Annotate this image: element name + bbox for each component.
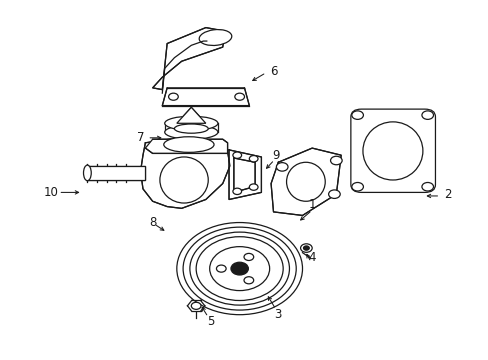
Circle shape (234, 93, 244, 100)
Circle shape (177, 222, 302, 315)
Circle shape (328, 190, 340, 198)
Circle shape (244, 277, 253, 284)
Text: 8: 8 (149, 216, 156, 229)
Circle shape (196, 237, 283, 301)
Circle shape (209, 247, 269, 291)
Text: 10: 10 (43, 186, 59, 199)
Circle shape (230, 262, 248, 275)
Ellipse shape (163, 137, 214, 152)
Circle shape (168, 93, 178, 100)
Polygon shape (162, 88, 249, 105)
Text: 2: 2 (443, 188, 450, 201)
Text: 9: 9 (272, 149, 279, 162)
Polygon shape (140, 139, 229, 208)
Text: 5: 5 (206, 315, 214, 328)
Polygon shape (270, 148, 341, 215)
Circle shape (276, 163, 287, 171)
Ellipse shape (174, 124, 208, 133)
Polygon shape (177, 107, 205, 123)
Polygon shape (233, 158, 255, 192)
Ellipse shape (164, 116, 218, 130)
Ellipse shape (160, 157, 208, 203)
Polygon shape (152, 28, 224, 90)
Circle shape (216, 265, 225, 272)
Circle shape (303, 246, 308, 250)
Circle shape (421, 183, 433, 191)
Circle shape (351, 183, 363, 191)
Ellipse shape (83, 165, 91, 181)
Ellipse shape (286, 162, 325, 201)
Circle shape (183, 227, 296, 310)
Circle shape (330, 156, 342, 165)
Ellipse shape (164, 125, 218, 139)
Circle shape (421, 111, 433, 120)
Circle shape (189, 232, 289, 305)
Circle shape (232, 152, 241, 158)
Text: 4: 4 (308, 252, 315, 265)
Text: 7: 7 (137, 131, 144, 144)
Circle shape (249, 156, 258, 162)
Polygon shape (145, 139, 227, 153)
Circle shape (244, 253, 253, 261)
Circle shape (300, 244, 311, 252)
Polygon shape (228, 150, 261, 199)
Polygon shape (87, 166, 145, 180)
Circle shape (232, 188, 241, 194)
FancyBboxPatch shape (350, 109, 435, 192)
Ellipse shape (362, 122, 422, 180)
Circle shape (351, 111, 363, 120)
Text: 1: 1 (308, 198, 315, 211)
Text: 3: 3 (274, 308, 282, 321)
Circle shape (249, 184, 258, 190)
Circle shape (191, 302, 201, 309)
Ellipse shape (199, 30, 231, 45)
Text: 6: 6 (269, 66, 277, 78)
